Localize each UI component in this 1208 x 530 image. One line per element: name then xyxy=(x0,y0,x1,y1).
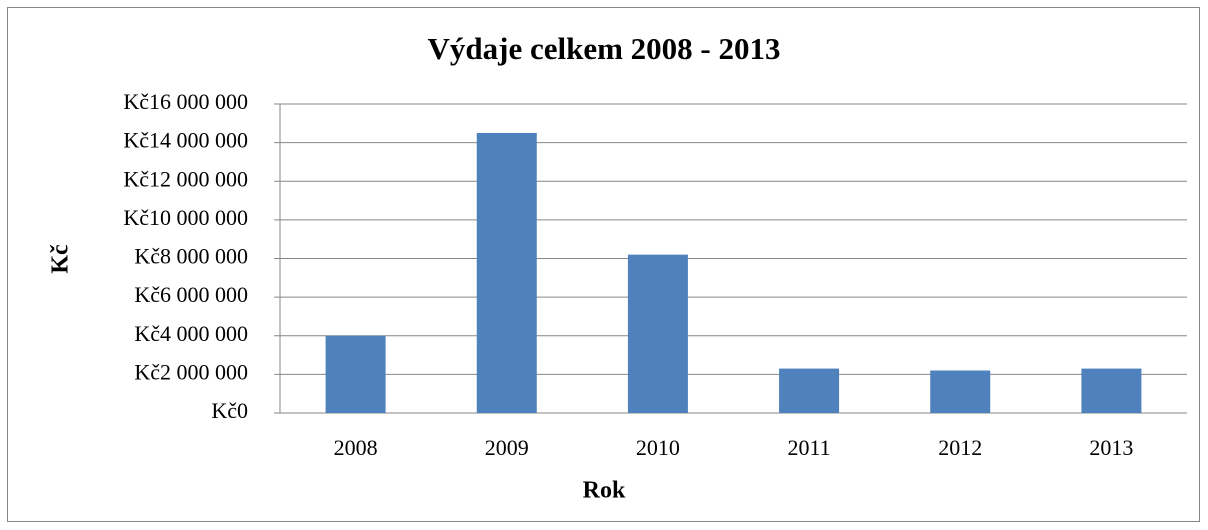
x-tick-label: 2012 xyxy=(938,435,982,460)
x-tick-label: 2011 xyxy=(787,435,830,460)
bar xyxy=(627,254,688,413)
y-tick-label: Kč14 000 000 xyxy=(123,128,248,153)
x-tick-label: 2010 xyxy=(636,435,680,460)
y-tick-label: Kč4 000 000 xyxy=(134,321,248,346)
chart-border xyxy=(7,7,1200,522)
x-tick-label: 2009 xyxy=(485,435,529,460)
y-tick-label: Kč6 000 000 xyxy=(134,282,248,307)
y-tick-label: Kč16 000 000 xyxy=(123,89,248,114)
y-tick-label: Kč12 000 000 xyxy=(123,166,248,191)
y-tick-label: Kč10 000 000 xyxy=(123,205,248,230)
bar xyxy=(325,335,386,413)
x-axis-label: Rok xyxy=(583,478,626,504)
y-axis-label: Kč xyxy=(48,244,74,274)
chart-title: Výdaje celkem 2008 - 2013 xyxy=(428,31,781,66)
x-tick-label: 2008 xyxy=(334,435,378,460)
bar xyxy=(476,132,537,413)
y-tick-label: Kč2 000 000 xyxy=(134,359,248,384)
y-tick-label: Kč0 xyxy=(211,398,248,423)
y-tick-label: Kč8 000 000 xyxy=(134,244,248,269)
bar xyxy=(930,370,991,413)
x-tick-label: 2013 xyxy=(1089,435,1133,460)
bar xyxy=(1081,368,1142,413)
bar xyxy=(779,368,840,413)
